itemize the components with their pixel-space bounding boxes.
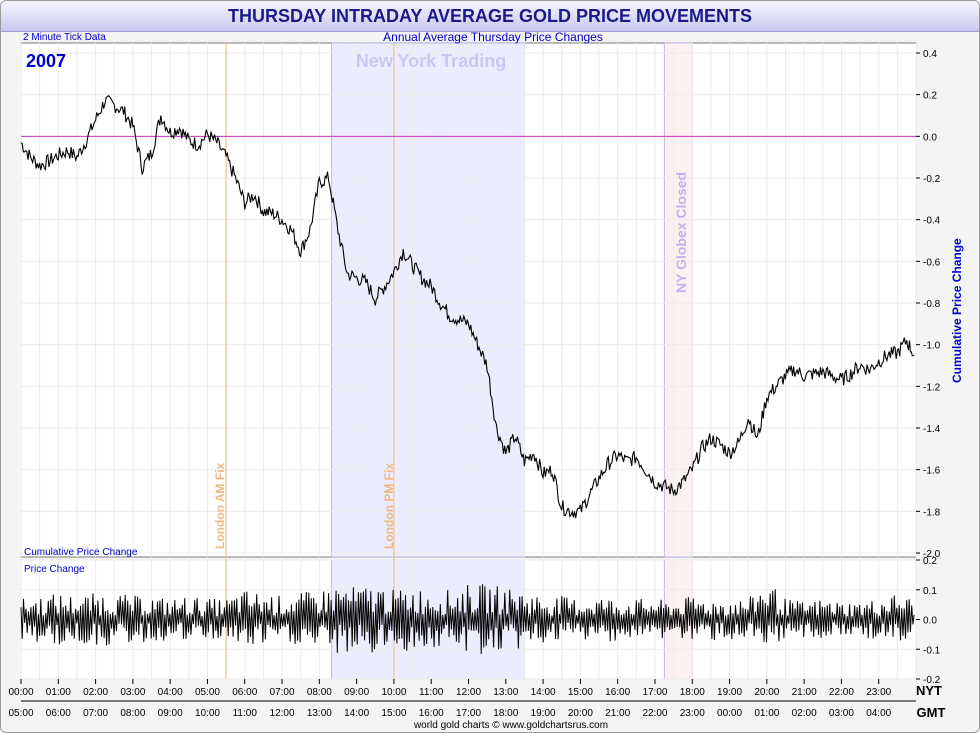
x-tick-label-nyt: 23:00 <box>866 687 891 698</box>
x-axis-gmt: 05:00 06:00 07:00 08:00 09:00 10:00 11:00 12:00… <box>8 700 916 719</box>
grid-lines <box>20 43 917 680</box>
y-tick-label: -1.0 <box>923 341 941 352</box>
y-tick-label: 0.0 <box>923 132 937 143</box>
x-tick-label-gmt: 20:00 <box>568 708 593 719</box>
globex-closed-label: NY Globex Closed <box>673 172 689 293</box>
y-tick-label: -2.0 <box>923 549 941 560</box>
ny-trading-label: New York Trading <box>356 51 506 71</box>
bottom-panel-label: Price Change <box>24 564 85 575</box>
band-globex <box>663 42 693 558</box>
x-tick-label-nyt: 08:00 <box>307 687 332 698</box>
x-tick-label-gmt: 16:00 <box>419 708 444 719</box>
y-tick-label-lower: -0.1 <box>923 645 941 656</box>
y-axis-bottom: 0.2 0.1 0.0 -0.1 -0.2 <box>916 556 941 686</box>
cumulative-price-line <box>20 94 915 519</box>
x-tick-label-nyt: 12:00 <box>456 687 481 698</box>
x-tick-label-gmt: 02:00 <box>792 708 817 719</box>
x-tick-label-gmt: 17:00 <box>456 708 481 719</box>
price-change-line <box>20 584 915 654</box>
london-pm-fix-label: London PM Fix <box>382 463 396 549</box>
y-tick-label: 0.4 <box>923 49 937 60</box>
y-tick-label: -0.8 <box>923 299 941 310</box>
x-tick-label-nyt: 04:00 <box>158 687 183 698</box>
nyt-axis-tag: NYT <box>916 683 942 698</box>
band-ny_trading <box>331 42 525 558</box>
y-tick-label-lower: 0.1 <box>923 586 937 597</box>
x-tick-label-nyt: 19:00 <box>717 687 742 698</box>
credit-text: world gold charts © www.goldchartsrus.co… <box>413 720 608 731</box>
x-tick-label-gmt: 14:00 <box>344 708 369 719</box>
x-tick-label-gmt: 18:00 <box>493 708 518 719</box>
x-tick-label-nyt: 07:00 <box>270 687 295 698</box>
x-tick-label-gmt: 11:00 <box>233 708 258 719</box>
x-tick-label-gmt: 15:00 <box>381 708 406 719</box>
x-tick-label-gmt: 22:00 <box>642 708 667 719</box>
top-panel-label: Cumulative Price Change <box>24 547 138 558</box>
y-tick-label: -1.6 <box>923 466 941 477</box>
x-tick-label-nyt: 09:00 <box>344 687 369 698</box>
x-tick-label-nyt: 11:00 <box>419 687 444 698</box>
year-label: 2007 <box>26 51 66 71</box>
x-tick-label-nyt: 01:00 <box>46 687 71 698</box>
x-tick-label-nyt: 00:00 <box>8 687 33 698</box>
x-tick-label-gmt: 03:00 <box>829 708 854 719</box>
x-tick-label-gmt: 19:00 <box>531 708 556 719</box>
x-tick-label-gmt: 04:00 <box>866 708 891 719</box>
chart-subtitle: Annual Average Thursday Price Changes <box>383 30 603 44</box>
y-tick-label: -1.2 <box>923 382 941 393</box>
x-tick-label-nyt: 18:00 <box>680 687 705 698</box>
x-tick-label-nyt: 20:00 <box>754 687 779 698</box>
x-tick-label-gmt: 00:00 <box>717 708 742 719</box>
title-bar: THURSDAY INTRADAY AVERAGE GOLD PRICE MOV… <box>1 1 979 32</box>
y-axis-top: 0.4 0.2 0.0 -0.2 -0.4 -0.6 -0.8 -1.0 -1.2 -1.4 -1.… <box>916 49 941 560</box>
x-tick-label-gmt: 21:00 <box>605 708 630 719</box>
y-tick-label: -1.4 <box>923 424 941 435</box>
x-axis-nyt: 00:00 01:00 02:00 03:00 04:00 05:00 06:00 07:00… <box>8 679 892 698</box>
y-tick-label-lower: 0.2 <box>923 556 937 567</box>
x-tick-label-gmt: 09:00 <box>158 708 183 719</box>
x-tick-label-nyt: 10:00 <box>381 687 406 698</box>
chart-title: THURSDAY INTRADAY AVERAGE GOLD PRICE MOV… <box>227 6 753 26</box>
x-tick-label-nyt: 22:00 <box>829 687 854 698</box>
x-tick-label-nyt: 13:00 <box>493 687 518 698</box>
y-tick-label-lower: -0.2 <box>923 675 941 686</box>
x-tick-label-gmt: 10:00 <box>195 708 220 719</box>
x-tick-label-nyt: 02:00 <box>83 687 108 698</box>
x-tick-label-gmt: 12:00 <box>270 708 295 719</box>
y-tick-label: -0.4 <box>923 216 941 227</box>
y-tick-label: -0.2 <box>923 174 941 185</box>
y-tick-label: 0.2 <box>923 91 937 102</box>
gmt-axis-tag: GMT <box>917 705 946 720</box>
x-tick-label-nyt: 05:00 <box>195 687 220 698</box>
x-tick-label-gmt: 01:00 <box>754 708 779 719</box>
x-tick-label-gmt: 05:00 <box>8 708 33 719</box>
y-tick-label-lower: 0.0 <box>923 616 937 627</box>
x-tick-label-nyt: 06:00 <box>232 687 257 698</box>
x-tick-label-nyt: 14:00 <box>531 687 556 698</box>
london-am-fix-label: London AM Fix <box>213 462 227 549</box>
session-bands <box>331 42 693 680</box>
x-tick-label-gmt: 07:00 <box>83 708 108 719</box>
y-tick-label: -0.6 <box>923 257 941 268</box>
x-tick-label-nyt: 03:00 <box>120 687 145 698</box>
x-tick-label-gmt: 23:00 <box>680 708 705 719</box>
x-tick-label-nyt: 17:00 <box>642 687 667 698</box>
fix-markers <box>225 43 395 679</box>
y-tick-label: -1.8 <box>923 507 941 518</box>
right-axis-label: Cumulative Price Change <box>950 238 964 383</box>
tick-data-note: 2 Minute Tick Data <box>23 32 106 43</box>
x-tick-label-nyt: 16:00 <box>605 687 630 698</box>
x-tick-label-gmt: 06:00 <box>46 708 71 719</box>
x-tick-label-nyt: 15:00 <box>568 687 593 698</box>
x-tick-label-nyt: 21:00 <box>792 687 817 698</box>
x-tick-label-gmt: 08:00 <box>120 708 145 719</box>
x-tick-label-gmt: 13:00 <box>307 708 332 719</box>
